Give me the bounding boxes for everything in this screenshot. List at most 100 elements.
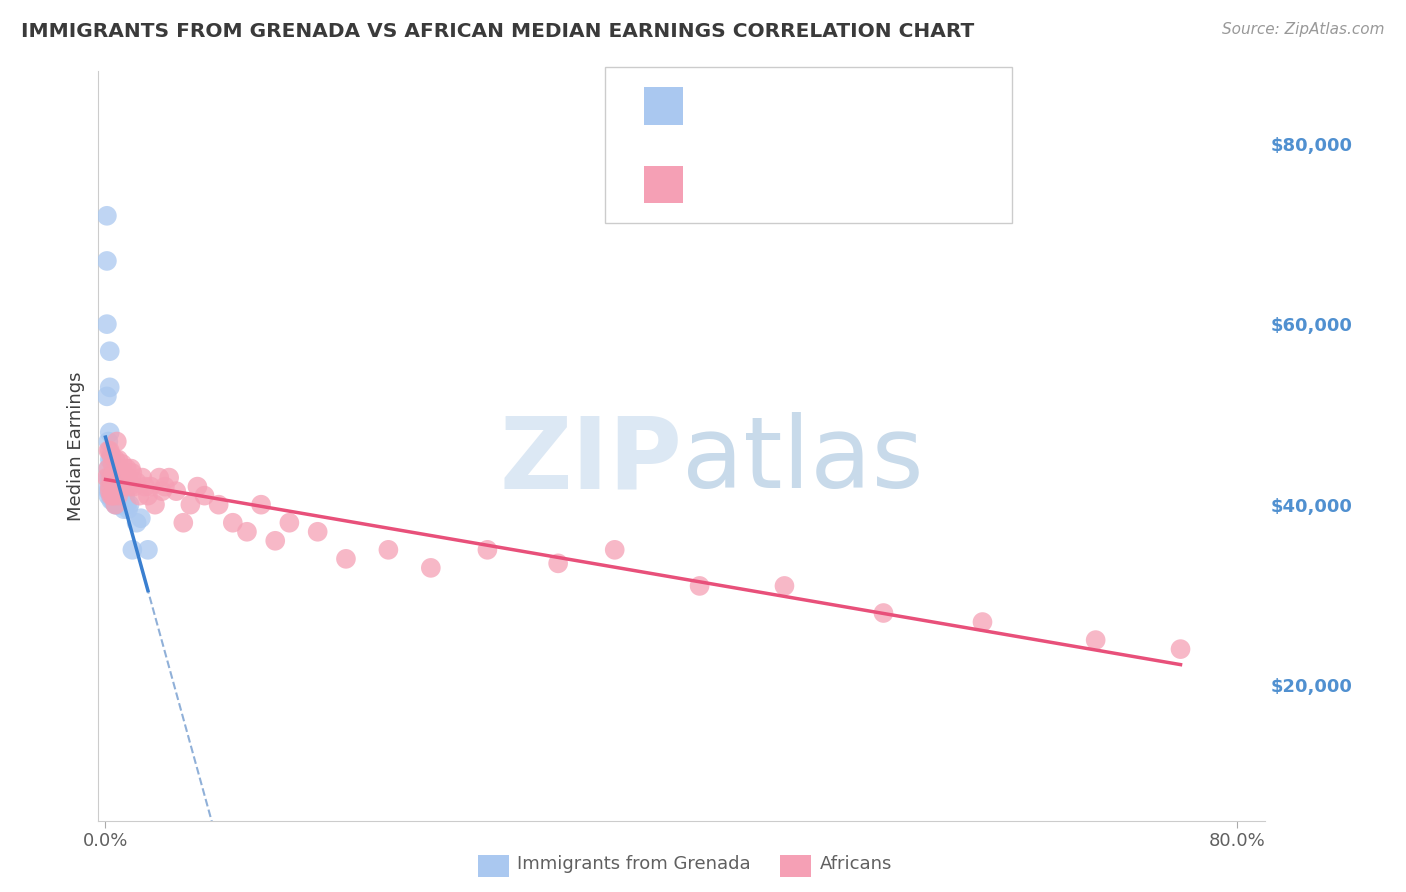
Point xyxy=(100,470,122,484)
Point xyxy=(193,489,215,503)
Point xyxy=(97,461,120,475)
Point xyxy=(98,380,121,394)
Point xyxy=(105,489,128,503)
Point xyxy=(105,470,128,484)
Point xyxy=(100,470,122,484)
Point xyxy=(128,489,150,503)
Point xyxy=(114,489,136,503)
Point xyxy=(98,480,121,494)
Point xyxy=(98,443,121,458)
Point xyxy=(110,470,132,484)
Point xyxy=(120,461,142,475)
Point xyxy=(97,480,120,494)
Point xyxy=(96,317,118,331)
Point xyxy=(103,480,125,494)
Point xyxy=(278,516,301,530)
Point xyxy=(105,434,128,449)
Point xyxy=(100,493,122,508)
Point xyxy=(121,542,143,557)
Point xyxy=(97,470,120,484)
Point xyxy=(100,452,122,467)
Point xyxy=(111,498,134,512)
Point xyxy=(115,498,138,512)
Point xyxy=(104,489,127,503)
Point xyxy=(115,461,138,475)
Point xyxy=(179,498,201,512)
Point xyxy=(111,493,134,508)
Point xyxy=(153,480,176,494)
Point xyxy=(100,489,122,503)
Point xyxy=(100,448,122,462)
Point xyxy=(107,452,129,467)
Point xyxy=(129,511,152,525)
Point xyxy=(98,425,121,440)
Text: R = -0.386   N = 67: R = -0.386 N = 67 xyxy=(697,156,875,174)
Point xyxy=(104,498,127,512)
Point xyxy=(125,516,148,530)
Point xyxy=(110,498,132,512)
Point xyxy=(98,484,121,499)
Point xyxy=(118,480,141,494)
Point xyxy=(377,542,399,557)
Point xyxy=(121,466,143,480)
Point xyxy=(134,480,156,494)
Point xyxy=(165,484,187,499)
Point xyxy=(872,606,894,620)
Point xyxy=(107,484,129,499)
Text: Immigrants from Grenada: Immigrants from Grenada xyxy=(517,855,751,873)
Point xyxy=(236,524,259,539)
Point xyxy=(136,542,159,557)
Point xyxy=(148,470,170,484)
Text: IMMIGRANTS FROM GRENADA VS AFRICAN MEDIAN EARNINGS CORRELATION CHART: IMMIGRANTS FROM GRENADA VS AFRICAN MEDIA… xyxy=(21,22,974,41)
Point xyxy=(114,470,136,484)
Point xyxy=(101,480,124,494)
Point xyxy=(419,561,441,575)
Point xyxy=(150,484,173,499)
Point xyxy=(98,344,121,359)
Point xyxy=(122,480,145,494)
Point xyxy=(139,480,162,494)
Point xyxy=(103,493,125,508)
Point xyxy=(103,484,125,499)
Point xyxy=(105,498,128,512)
Text: Africans: Africans xyxy=(820,855,891,873)
Point xyxy=(100,489,122,503)
Point xyxy=(112,502,135,516)
Point xyxy=(98,484,121,499)
Point xyxy=(97,484,120,499)
Point xyxy=(972,615,994,629)
Point xyxy=(117,470,139,484)
Point xyxy=(222,516,245,530)
Point xyxy=(172,516,194,530)
Point xyxy=(98,470,121,484)
Point xyxy=(117,502,139,516)
Point xyxy=(105,493,128,508)
Point xyxy=(101,493,124,508)
Point xyxy=(143,498,166,512)
Point xyxy=(97,461,120,475)
Point xyxy=(100,484,122,499)
Point xyxy=(131,470,153,484)
Point xyxy=(1170,642,1192,657)
Point xyxy=(100,480,122,494)
Point xyxy=(136,489,159,503)
Point xyxy=(603,542,626,557)
Text: Source: ZipAtlas.com: Source: ZipAtlas.com xyxy=(1222,22,1385,37)
Point xyxy=(108,493,131,508)
Point xyxy=(157,470,180,484)
Point xyxy=(108,461,131,475)
Point xyxy=(101,489,124,503)
Point xyxy=(98,452,121,467)
Point xyxy=(97,489,120,503)
Text: ZIP: ZIP xyxy=(499,412,682,509)
Point xyxy=(101,475,124,489)
Point xyxy=(104,493,127,508)
Point xyxy=(103,466,125,480)
Point xyxy=(110,489,132,503)
Text: R =  0.096   N = 56: R = 0.096 N = 56 xyxy=(697,98,873,116)
Point xyxy=(111,457,134,471)
Point xyxy=(108,480,131,494)
Point xyxy=(97,434,120,449)
Point xyxy=(689,579,711,593)
Point xyxy=(112,480,135,494)
